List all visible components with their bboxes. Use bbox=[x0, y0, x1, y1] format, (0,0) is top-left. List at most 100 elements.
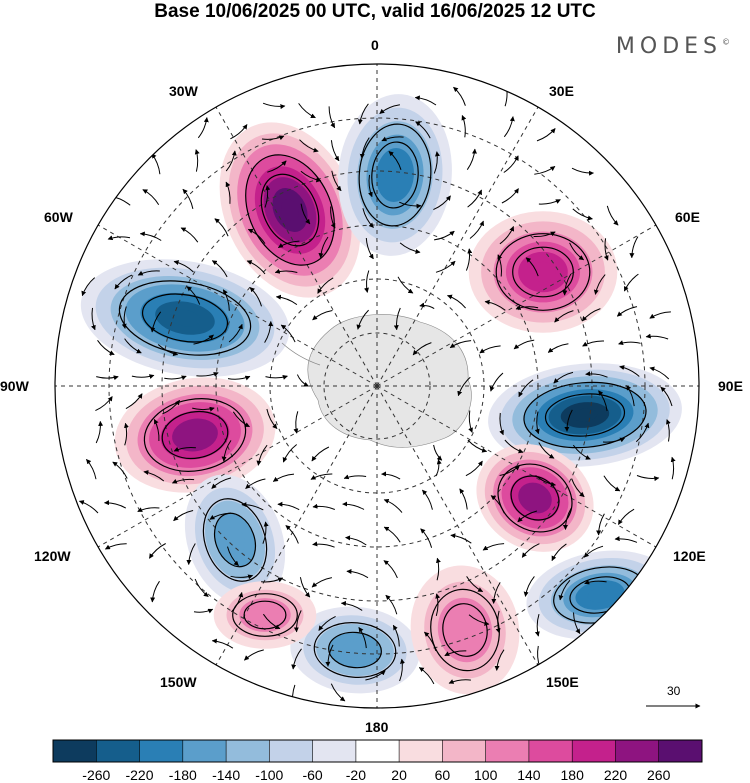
colorbar-tick-label: 140 bbox=[517, 767, 541, 783]
wind-vector bbox=[558, 579, 571, 601]
wind-vector bbox=[78, 500, 99, 514]
wind-vector bbox=[131, 374, 155, 380]
anomaly-band bbox=[225, 526, 245, 554]
anomaly-contour bbox=[523, 381, 647, 449]
wind-vector bbox=[331, 170, 342, 192]
colorbar-frame bbox=[52, 739, 703, 763]
wind-vector bbox=[424, 631, 437, 652]
wind-vector bbox=[419, 302, 435, 310]
wind-vector bbox=[264, 321, 274, 343]
wind-vector bbox=[186, 286, 201, 305]
wind-vector bbox=[211, 477, 232, 489]
wind-vector bbox=[397, 276, 414, 294]
wind-vector bbox=[469, 220, 485, 239]
wind-vector bbox=[342, 501, 365, 510]
wind-vector bbox=[318, 615, 336, 631]
wind-vector bbox=[112, 461, 128, 479]
wind-vector bbox=[277, 240, 300, 249]
wind-vector bbox=[490, 495, 505, 514]
wind-vector bbox=[504, 439, 524, 454]
wind-vector bbox=[461, 115, 467, 138]
wind-vector bbox=[300, 170, 322, 183]
antarctica-landmass bbox=[281, 314, 472, 448]
anomaly-contour bbox=[260, 173, 320, 247]
wind-vector bbox=[365, 670, 386, 681]
wind-vector bbox=[261, 577, 284, 583]
meridian-line bbox=[90, 220, 378, 387]
wind-vector bbox=[636, 475, 660, 482]
meridian-line bbox=[376, 99, 543, 387]
wind-vector bbox=[330, 140, 340, 162]
wind-vector bbox=[359, 137, 370, 159]
wind-vector bbox=[293, 610, 302, 633]
wind-vector bbox=[617, 508, 635, 525]
wind-vector bbox=[412, 342, 432, 356]
wind-vector bbox=[264, 185, 271, 208]
wind-vector bbox=[603, 238, 609, 261]
lon-label-0: 0 bbox=[371, 37, 379, 53]
anomaly-contour bbox=[497, 463, 573, 533]
wind-vector bbox=[495, 610, 501, 634]
wind-vector bbox=[467, 439, 488, 453]
wind-vector bbox=[340, 601, 363, 611]
wind-vector bbox=[214, 218, 229, 237]
wind-vector bbox=[435, 459, 442, 477]
wind-vector bbox=[598, 390, 608, 412]
wind-vector bbox=[95, 420, 104, 444]
wind-vector bbox=[362, 208, 374, 228]
wind-vector bbox=[262, 613, 281, 630]
anomaly-contour bbox=[442, 603, 488, 657]
anomaly-contour bbox=[371, 141, 419, 209]
anomaly-contour bbox=[495, 233, 591, 311]
wind-vector bbox=[296, 374, 309, 387]
wind-vector bbox=[299, 577, 311, 598]
wind-vector bbox=[186, 543, 196, 565]
wind-vector bbox=[311, 577, 332, 588]
brand-name: MODES bbox=[615, 34, 722, 59]
wind-vector bbox=[553, 371, 574, 384]
wind-vector bbox=[606, 205, 619, 226]
wind-vector bbox=[468, 410, 473, 433]
colorbar-swatch bbox=[572, 740, 616, 762]
wind-vector bbox=[521, 543, 540, 558]
wind-vector bbox=[222, 289, 230, 311]
colorbar-swatch bbox=[615, 740, 660, 762]
wind-vector bbox=[312, 503, 335, 510]
anomaly-band bbox=[587, 587, 613, 603]
wind-vector bbox=[619, 365, 640, 377]
wind-vector bbox=[536, 128, 556, 142]
wind-vector bbox=[261, 135, 285, 141]
lon-label-120w: 120W bbox=[34, 548, 71, 564]
wind-vector bbox=[626, 385, 635, 407]
wind-vector bbox=[583, 545, 604, 558]
wind-vector bbox=[125, 393, 143, 410]
colorbar-tick-label: -20 bbox=[345, 767, 367, 783]
wind-vector bbox=[262, 102, 286, 110]
wind-vector bbox=[453, 86, 466, 106]
wind-vector bbox=[467, 189, 482, 208]
wind-vector bbox=[330, 683, 346, 702]
wind-vector bbox=[227, 375, 251, 381]
wind-vector bbox=[503, 155, 519, 173]
wind-vector bbox=[157, 344, 179, 357]
colorbar-tick-label: -60 bbox=[302, 767, 323, 783]
wind-vector bbox=[418, 667, 435, 685]
wind-vector bbox=[392, 624, 400, 647]
wind-vector bbox=[150, 580, 160, 603]
colorbar-swatch bbox=[399, 740, 443, 762]
wind-vector bbox=[247, 228, 266, 244]
anomaly-band bbox=[526, 490, 544, 506]
colorbar-swatch bbox=[312, 740, 357, 762]
colorbar-swatch bbox=[485, 740, 530, 762]
wind-vector bbox=[230, 574, 254, 580]
wind-vector bbox=[629, 236, 639, 259]
wind-vector bbox=[581, 308, 601, 322]
wind-vector bbox=[97, 340, 115, 356]
wind-vector bbox=[277, 501, 300, 511]
wind-vector bbox=[466, 576, 484, 593]
wind-vector bbox=[435, 593, 441, 617]
wind-vector bbox=[618, 340, 641, 346]
wind-vector bbox=[433, 151, 440, 174]
wind-vector bbox=[318, 236, 329, 259]
